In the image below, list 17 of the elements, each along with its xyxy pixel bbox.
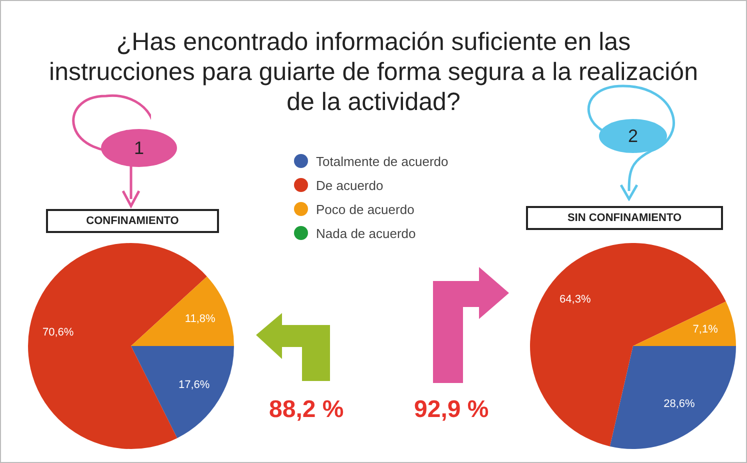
- data-label: 64,3%: [560, 294, 591, 306]
- legend-label: Nada de acuerdo: [316, 226, 416, 240]
- chart-subtitle: SIN CONFINAMIENTO: [526, 206, 723, 230]
- data-label: 70,6%: [42, 326, 74, 339]
- legend-label: De acuerdo: [316, 178, 384, 192]
- legend-label: Totalmente de acuerdo: [316, 154, 448, 168]
- oval-badge: 1: [101, 129, 177, 167]
- data-label: 7,1%: [692, 324, 718, 336]
- chart-title: ¿Has encontrado información suficiente en las instrucciones para guiarte de forma segura a la realización de la actividad?: [48, 27, 699, 117]
- data-label: 11,8%: [184, 313, 216, 326]
- data-label: 17,6%: [178, 378, 210, 391]
- legend-label: Poco de acuerdo: [316, 202, 414, 216]
- text: 88,2 %: [269, 396, 344, 424]
- oval-badge: 2: [599, 119, 667, 153]
- text: CONFINAMIENTO: [46, 209, 219, 233]
- text: 92,9 %: [414, 396, 489, 424]
- data-label: 28,6%: [664, 398, 695, 410]
